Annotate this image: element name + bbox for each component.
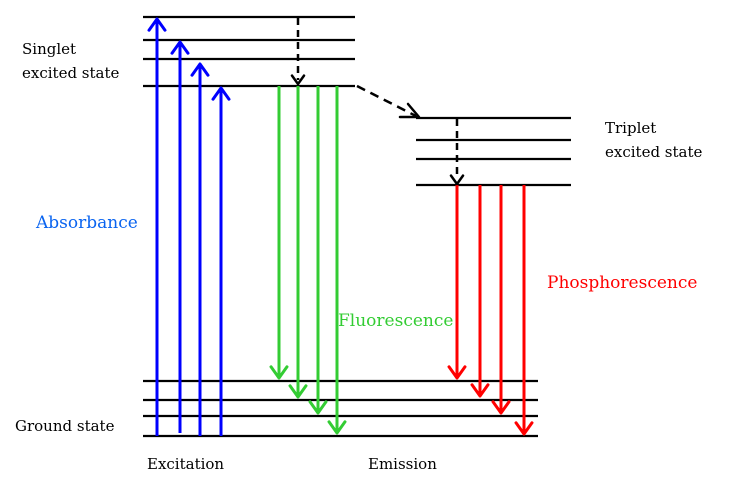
intersystem-crossing-head — [398, 102, 421, 119]
phosphorescence-arrowhead-2 — [491, 400, 511, 415]
phosphorescence-arrowhead-0 — [447, 365, 467, 380]
phosphorescence-arrowhead-1 — [470, 383, 490, 398]
fluorescence-arrowhead-2 — [308, 400, 328, 415]
fluorescence-arrowhead-0 — [269, 365, 289, 380]
emission-label: Emission — [368, 455, 437, 473]
singlet-label-line1: Singlet — [22, 40, 77, 58]
absorbance-arrowhead-0 — [147, 17, 167, 32]
vibrational-relaxation-singlet-head — [290, 74, 306, 86]
absorbance-arrowhead-2 — [190, 62, 210, 77]
fluorescence-arrowhead-1 — [288, 384, 308, 399]
fluorescence-label: Fluorescence — [338, 311, 454, 331]
singlet-label-line2: excited state — [22, 64, 120, 82]
absorbance-arrowhead-1 — [170, 40, 190, 55]
fluorescence-arrowhead-3 — [327, 420, 347, 435]
absorbance-arrowhead-3 — [211, 86, 231, 101]
vibrational-relaxation-triplet-head — [449, 174, 465, 186]
phosphorescence-arrowhead-3 — [514, 421, 534, 436]
ground-state-label: Ground state — [15, 417, 115, 435]
excitation-label: Excitation — [147, 455, 225, 473]
triplet-label-line1: Triplet — [605, 119, 657, 137]
phosphorescence-label: Phosphorescence — [547, 273, 698, 293]
triplet-label-line2: excited state — [605, 143, 703, 161]
absorbance-label: Absorbance — [36, 213, 138, 233]
intersystem-crossing — [356, 84, 417, 118]
